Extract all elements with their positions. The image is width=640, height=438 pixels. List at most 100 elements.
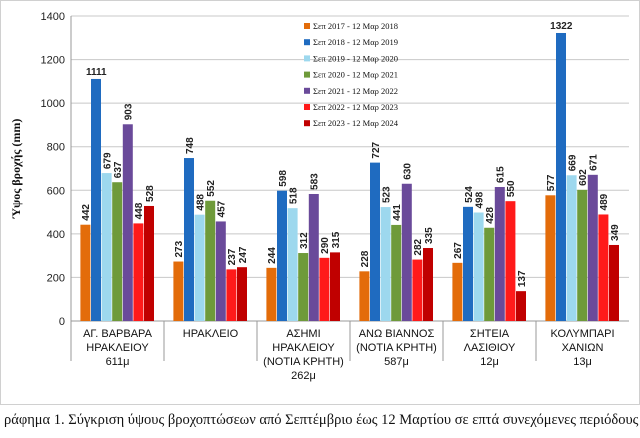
bar xyxy=(412,259,423,321)
bar xyxy=(226,269,237,321)
bar xyxy=(287,208,298,321)
bar xyxy=(266,267,277,321)
bar xyxy=(473,212,484,321)
bar xyxy=(308,193,319,321)
data-label: 669 xyxy=(567,154,578,171)
data-label: 335 xyxy=(424,227,435,244)
bar xyxy=(587,174,598,321)
category-label: ΛΑΣΙΘΙΟΥ xyxy=(464,342,516,354)
data-label: 552 xyxy=(206,180,217,197)
y-axis-title: Ύψος βροχής (mm) xyxy=(9,119,23,220)
data-label: 228 xyxy=(360,250,371,267)
y-tick-label: 400 xyxy=(47,229,65,241)
category-label: ΗΡΑΚΛΕΙΟ xyxy=(183,328,239,340)
bar xyxy=(359,271,370,321)
data-label: 518 xyxy=(288,187,299,204)
data-label: 282 xyxy=(413,238,424,255)
y-tick-label: 1400 xyxy=(41,11,65,23)
legend-swatch xyxy=(304,71,310,78)
category-label: (ΝΟΤΙΑ ΚΡΗΤΗ) xyxy=(356,342,437,354)
legend-entry: Σεπ 2022 - 12 Μαρ 2023 xyxy=(313,102,398,112)
data-label: 637 xyxy=(113,161,124,178)
chart-frame: 0 200 400 600 800 1000 1200 1400 Ύψος βροχής (mm… xyxy=(0,0,640,405)
data-label: 489 xyxy=(599,193,610,210)
data-label: 441 xyxy=(392,204,403,221)
data-label: 679 xyxy=(102,152,113,169)
category-label: 611μ xyxy=(106,356,130,368)
data-label: 1111 xyxy=(86,67,107,78)
data-label: 1322 xyxy=(550,21,573,32)
y-tick-label: 600 xyxy=(47,185,65,197)
category-label: 262μ xyxy=(291,370,316,382)
bar xyxy=(133,223,144,321)
data-label: 550 xyxy=(506,180,517,197)
data-label: 577 xyxy=(546,174,557,191)
bar xyxy=(380,207,391,321)
bar xyxy=(173,261,184,321)
category-label: ΗΡΑΚΛΕΙΟΥ xyxy=(272,342,335,354)
category-label: 587μ xyxy=(384,356,409,368)
bar xyxy=(112,182,123,321)
y-tick-label: 800 xyxy=(47,142,65,154)
y-tick-label: 200 xyxy=(47,272,65,284)
data-label: 273 xyxy=(174,240,185,257)
bar xyxy=(423,248,433,321)
data-label: 247 xyxy=(238,246,249,263)
data-label: 457 xyxy=(217,200,228,217)
legend-entry: Σεπ 2019 - 12 Μαρ 2020 xyxy=(313,53,398,63)
bar xyxy=(194,214,205,321)
bar xyxy=(401,183,412,321)
y-tick-label: 0 xyxy=(59,316,65,328)
category-label: ΚΟΛΥΜΠΑΡΙ xyxy=(550,328,614,340)
legend-swatch xyxy=(304,120,310,127)
bar xyxy=(122,124,133,322)
bar xyxy=(452,262,463,321)
data-label: 290 xyxy=(320,237,331,254)
rainfall-bar-chart: 0 200 400 600 800 1000 1200 1400 Ύψος βροχής (mm… xyxy=(9,11,629,382)
legend-entry: Σεπ 2017 - 12 Μαρ 2018 xyxy=(313,21,398,31)
y-tick-label: 1200 xyxy=(41,55,65,67)
category-label: ΧΑΝΙΩΝ xyxy=(562,342,604,354)
data-label: 598 xyxy=(278,170,289,187)
category-label: ΣΗΤΕΙΑ xyxy=(470,328,510,340)
data-label: 267 xyxy=(453,242,464,259)
category-label: 13μ xyxy=(573,356,592,368)
data-label: 498 xyxy=(474,191,485,208)
legend-entry: Σεπ 2018 - 12 Μαρ 2019 xyxy=(313,37,398,47)
bar xyxy=(556,32,566,321)
bar xyxy=(545,195,556,321)
legend-swatch xyxy=(304,23,310,29)
data-label: 583 xyxy=(310,173,321,190)
bar xyxy=(80,224,91,321)
bar xyxy=(577,189,588,321)
data-label: 748 xyxy=(185,137,196,154)
bar xyxy=(494,187,505,321)
legend-swatch xyxy=(304,55,310,62)
category-label: (ΝΟΤΙΑ ΚΡΗΤΗ) xyxy=(263,356,344,368)
data-label: 349 xyxy=(610,224,621,241)
data-label: 137 xyxy=(517,270,528,287)
category-label: ΑΣΗΜΙ xyxy=(286,328,320,340)
bar xyxy=(609,244,619,321)
bar xyxy=(144,205,154,321)
data-label: 488 xyxy=(195,194,206,211)
bar xyxy=(237,267,247,321)
legend-swatch xyxy=(304,104,310,110)
bar xyxy=(516,291,526,321)
bar xyxy=(319,257,330,321)
bar xyxy=(91,78,101,321)
bar xyxy=(101,173,112,321)
legend-entry: Σεπ 2021 - 12 Μαρ 2022 xyxy=(313,86,398,96)
legend-entry: Σεπ 2023 - 12 Μαρ 2024 xyxy=(313,118,399,128)
bar xyxy=(370,162,380,321)
legend-swatch xyxy=(304,39,310,46)
bar xyxy=(391,224,402,321)
bar xyxy=(505,201,516,321)
category-label: ΑΓ. ΒΑΡΒΑΡΑ xyxy=(83,328,153,340)
data-label: 442 xyxy=(81,204,92,221)
data-label: 244 xyxy=(267,247,278,264)
data-label: 630 xyxy=(403,163,414,180)
data-label: 524 xyxy=(464,186,475,203)
bar xyxy=(215,221,226,321)
bar xyxy=(484,227,495,321)
